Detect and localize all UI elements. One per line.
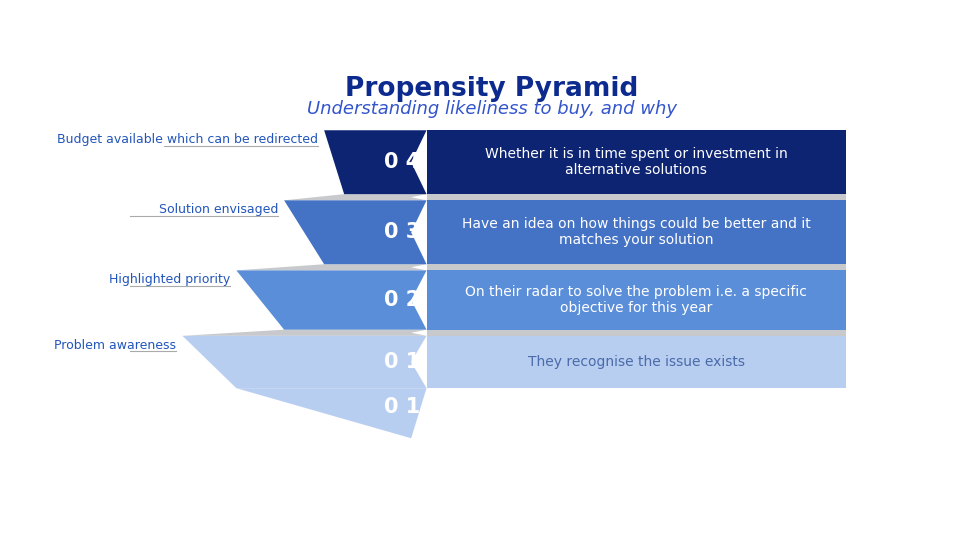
Text: 0 3: 0 3 xyxy=(384,222,420,242)
Text: 0 1: 0 1 xyxy=(384,397,420,417)
Text: They recognise the issue exists: They recognise the issue exists xyxy=(528,355,745,369)
Text: Budget available which can be redirected: Budget available which can be redirected xyxy=(57,133,318,146)
Text: Understanding likeliness to buy, and why: Understanding likeliness to buy, and why xyxy=(307,100,677,118)
Polygon shape xyxy=(324,130,426,194)
Polygon shape xyxy=(236,388,426,438)
Polygon shape xyxy=(426,200,846,264)
Polygon shape xyxy=(236,271,426,330)
Polygon shape xyxy=(182,336,426,388)
Polygon shape xyxy=(426,271,846,330)
Polygon shape xyxy=(426,336,846,388)
Text: 0 4: 0 4 xyxy=(384,152,420,172)
Text: Have an idea on how things could be better and it
matches your solution: Have an idea on how things could be bett… xyxy=(462,217,811,247)
Text: Propensity Pyramid: Propensity Pyramid xyxy=(346,77,638,103)
Polygon shape xyxy=(426,130,846,194)
Text: 0 2: 0 2 xyxy=(384,290,420,310)
Polygon shape xyxy=(426,264,846,271)
Polygon shape xyxy=(284,194,426,200)
Polygon shape xyxy=(284,200,426,264)
Polygon shape xyxy=(426,194,846,200)
Polygon shape xyxy=(182,330,426,336)
Polygon shape xyxy=(426,330,846,336)
Text: Highlighted priority: Highlighted priority xyxy=(108,273,230,286)
Text: Problem awareness: Problem awareness xyxy=(55,339,177,352)
Text: Whether it is in time spent or investment in
alternative solutions: Whether it is in time spent or investmen… xyxy=(485,147,788,177)
Polygon shape xyxy=(236,264,426,271)
Text: 0 1: 0 1 xyxy=(384,352,420,372)
Text: On their radar to solve the problem i.e. a specific
objective for this year: On their radar to solve the problem i.e.… xyxy=(466,285,807,315)
Text: Solution envisaged: Solution envisaged xyxy=(158,204,278,217)
